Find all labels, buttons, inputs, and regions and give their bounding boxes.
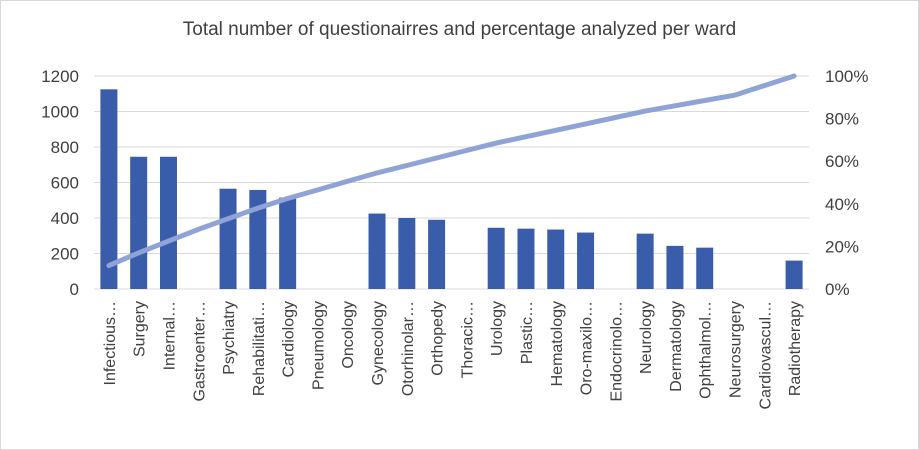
category-label: Gynecology <box>370 301 387 386</box>
chart-title: Total number of questionairres and perce… <box>182 19 737 40</box>
right-tick-label: 80% <box>825 110 859 129</box>
bar <box>517 228 535 289</box>
right-axis: 0% 20% 40% 60% 80% 100% <box>825 67 868 299</box>
bar <box>547 229 565 289</box>
category-label: Cardiovascul… <box>757 301 774 409</box>
category-label: Hematology <box>549 301 566 386</box>
bar <box>785 260 803 289</box>
left-axis: 0 200 400 600 800 1000 1200 <box>41 67 79 299</box>
bar <box>487 227 505 289</box>
right-tick-label: 100% <box>825 67 868 86</box>
category-label: Radiotherapy <box>787 301 804 396</box>
bar <box>428 219 446 289</box>
left-tick-label: 400 <box>51 209 79 228</box>
bar <box>368 213 386 289</box>
bar <box>398 218 416 289</box>
category-label: Internal… <box>161 301 178 370</box>
line-series <box>106 73 797 269</box>
category-label: Gastroenter… <box>191 301 208 401</box>
left-tick-label: 800 <box>51 138 79 157</box>
left-tick-label: 0 <box>70 280 79 299</box>
category-label: Rehabilitati… <box>251 301 268 396</box>
bar <box>696 247 714 289</box>
left-tick-label: 600 <box>51 174 79 193</box>
category-axis: Infectious… Surgery Internal… Gastroenter… P… <box>102 301 804 409</box>
left-tick-label: 1000 <box>41 103 79 122</box>
bar <box>219 188 237 289</box>
right-tick-label: 20% <box>825 237 859 256</box>
category-label: Infectious… <box>102 301 119 385</box>
category-label: Dermatology <box>668 301 685 392</box>
category-label: Ophthalmol… <box>698 301 715 399</box>
right-tick-label: 60% <box>825 152 859 171</box>
category-label: Endocrinolo… <box>608 301 625 402</box>
category-label: Otorhinolar… <box>400 301 417 396</box>
bar <box>130 156 148 289</box>
category-label: Oro-maxilo… <box>579 301 596 395</box>
right-tick-label: 0% <box>825 280 850 299</box>
bar <box>666 245 684 289</box>
category-label: Cardiology <box>281 301 298 377</box>
category-label: Thoracic… <box>459 301 476 378</box>
bar-series <box>100 89 803 289</box>
category-label: Plastic… <box>519 301 536 364</box>
bar <box>577 232 595 289</box>
bar <box>100 89 118 289</box>
category-label: Pneumology <box>310 301 327 390</box>
left-tick-label: 1200 <box>41 67 79 86</box>
category-label: Oncology <box>340 301 357 369</box>
cumulative-line <box>106 73 797 269</box>
bar <box>249 189 267 289</box>
category-label: Orthopedy <box>430 301 447 376</box>
bar <box>159 156 177 289</box>
category-label: Psychiatry <box>221 301 238 375</box>
category-label: Neurosurgery <box>728 301 745 398</box>
category-label: Urology <box>489 301 506 356</box>
category-label: Surgery <box>132 301 149 357</box>
bar <box>279 197 297 289</box>
left-tick-label: 200 <box>51 245 79 264</box>
bar <box>636 233 654 289</box>
right-tick-label: 40% <box>825 195 859 214</box>
gridlines <box>94 75 809 290</box>
category-label: Neurology <box>638 301 655 374</box>
